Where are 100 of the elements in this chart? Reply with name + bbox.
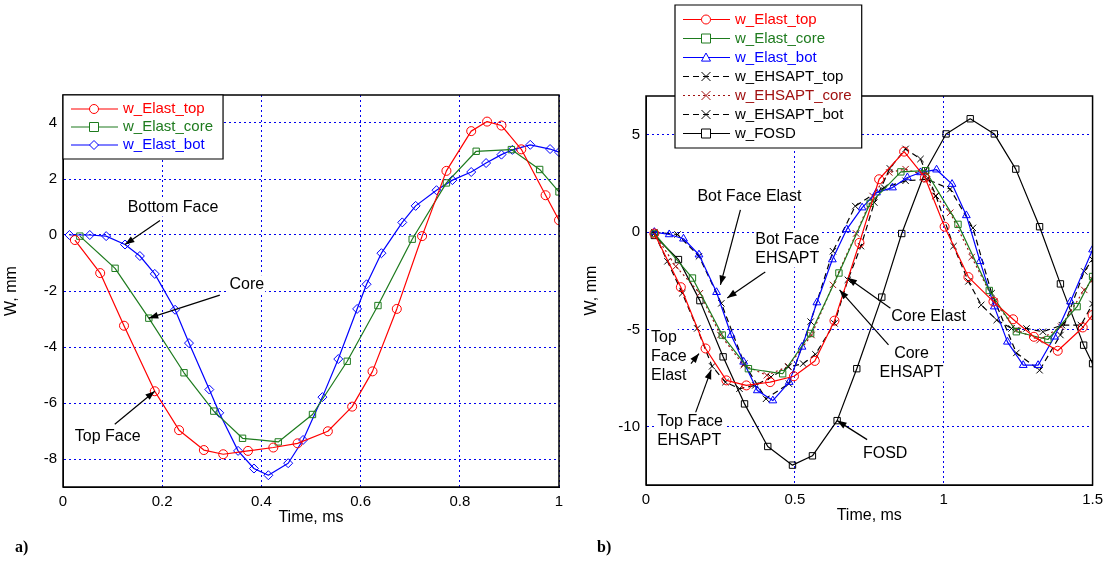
point — [696, 289, 704, 297]
point — [322, 426, 333, 437]
point — [391, 303, 402, 314]
point — [866, 199, 874, 208]
point — [688, 274, 697, 282]
y-tick-label: -5 — [626, 319, 640, 337]
y-tick-label: -10 — [618, 416, 640, 434]
point — [763, 371, 771, 379]
point — [827, 254, 837, 263]
text: b) — [597, 538, 612, 557]
point — [243, 445, 254, 456]
point — [1077, 322, 1088, 333]
point — [64, 230, 75, 240]
point — [961, 210, 971, 219]
point — [76, 232, 84, 240]
point — [84, 230, 95, 240]
point — [833, 416, 841, 425]
point — [361, 279, 372, 290]
point — [768, 395, 778, 404]
point — [812, 297, 822, 306]
point — [797, 341, 807, 350]
annotation: Core — [229, 274, 265, 292]
point — [317, 392, 328, 403]
annotation: Top Face Elast — [650, 327, 688, 383]
point — [740, 400, 749, 408]
point — [829, 315, 840, 326]
point — [712, 287, 721, 295]
point — [946, 209, 954, 217]
point — [990, 130, 999, 138]
point — [1073, 302, 1081, 311]
point — [545, 144, 556, 155]
point — [69, 235, 80, 246]
point — [417, 231, 428, 242]
point — [170, 304, 181, 315]
point — [145, 314, 153, 322]
point — [752, 385, 762, 394]
point — [466, 167, 477, 177]
y-tick-label: 0 — [48, 225, 57, 243]
point — [674, 255, 683, 264]
point — [942, 130, 950, 138]
point — [1050, 331, 1059, 340]
legend-label: w_EHSAPT_core — [734, 85, 852, 103]
point — [496, 149, 507, 160]
point — [149, 386, 160, 397]
point — [1079, 341, 1088, 349]
point — [842, 224, 852, 233]
y-tick-label: 4 — [48, 113, 57, 131]
point — [119, 320, 130, 331]
point — [540, 190, 551, 201]
point — [903, 172, 912, 181]
point — [719, 353, 727, 361]
point — [1028, 331, 1039, 342]
y-tick-label: -8 — [43, 449, 57, 467]
y-axis-title: W, mm — [582, 265, 600, 316]
point — [1033, 360, 1043, 368]
point — [1012, 165, 1020, 173]
point — [788, 461, 797, 469]
annotation: Core EHSAPT — [879, 343, 944, 380]
point — [218, 449, 229, 460]
point — [466, 126, 477, 137]
annotation: Bot Face Elast — [697, 187, 803, 205]
point — [482, 116, 493, 127]
point — [897, 168, 905, 176]
x-tick-label: 0.6 — [350, 492, 372, 510]
point — [947, 179, 957, 187]
y-tick-label: -2 — [43, 281, 57, 299]
y-tick-label: -4 — [43, 337, 57, 355]
point — [679, 233, 688, 242]
point — [1066, 296, 1075, 305]
x-axis-title: Time, ms — [278, 507, 344, 525]
point — [1008, 314, 1019, 325]
point — [975, 256, 985, 265]
point — [233, 445, 244, 456]
point — [829, 281, 837, 289]
point — [180, 369, 188, 377]
annotation: Bot Face EHSAPT — [755, 229, 820, 266]
point — [852, 229, 860, 238]
point — [248, 463, 259, 474]
point — [1003, 336, 1012, 345]
point — [898, 229, 906, 238]
annotation: Top Face EHSAPT — [657, 411, 724, 448]
point — [431, 185, 442, 196]
legend-label: w_Elast_bot — [122, 135, 206, 153]
annotation: Core Elast — [891, 307, 967, 325]
point — [268, 442, 279, 453]
point — [778, 370, 787, 378]
point — [788, 371, 799, 382]
point — [932, 164, 941, 173]
x-tick-label: 0.8 — [449, 492, 471, 510]
x-tick-label: 1.5 — [1082, 490, 1103, 508]
point — [352, 303, 363, 314]
point — [672, 262, 680, 271]
y-tick-label: 2 — [48, 169, 57, 187]
point — [198, 445, 209, 456]
point — [726, 330, 736, 338]
point — [111, 264, 119, 272]
point — [963, 272, 974, 283]
x-tick-label: 0.2 — [151, 492, 173, 510]
text: a) — [15, 538, 29, 557]
point — [408, 235, 416, 243]
